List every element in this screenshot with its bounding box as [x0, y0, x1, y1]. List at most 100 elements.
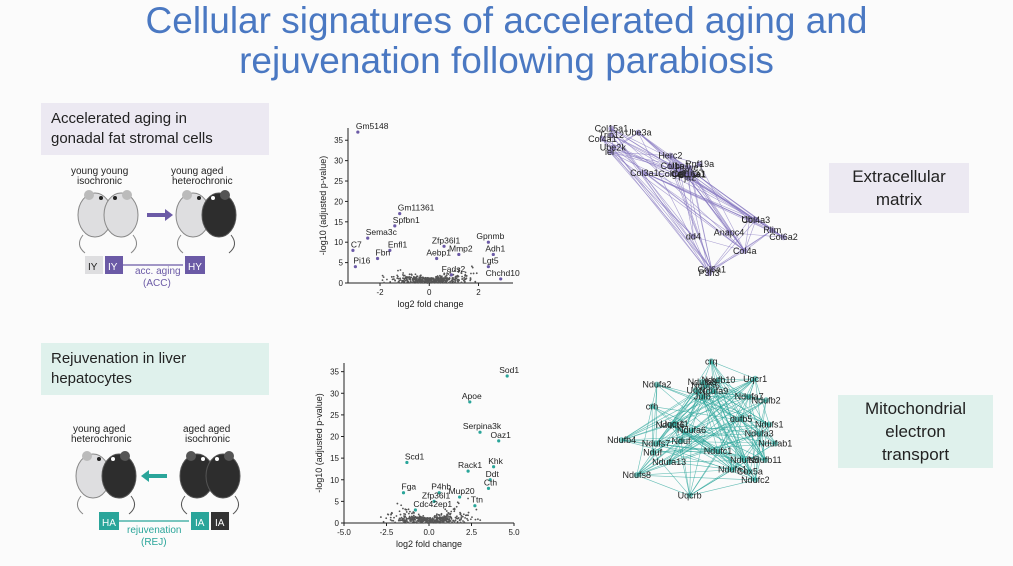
- network-edge: [651, 406, 770, 425]
- gene-label: Mmp2: [449, 243, 473, 253]
- network-node: [714, 448, 721, 455]
- network-edge: [748, 396, 776, 444]
- gene-point: [443, 272, 446, 275]
- gene-point: [451, 521, 454, 524]
- gene-point: [437, 279, 440, 282]
- gene-label: Ttn: [471, 495, 484, 505]
- gene-point: [462, 279, 465, 282]
- network-node: [706, 270, 713, 277]
- gene-label: Sod1: [499, 365, 519, 375]
- network-edge: [655, 400, 767, 444]
- network-edge: [668, 378, 756, 463]
- network-node: [708, 358, 715, 365]
- gene-point: [441, 279, 444, 282]
- network-node: [696, 161, 703, 168]
- gene-point: [419, 281, 422, 284]
- gene-point: [401, 277, 404, 280]
- gene-point: [454, 281, 457, 284]
- network-node: [715, 376, 722, 383]
- y-tick-label: 25: [330, 411, 339, 420]
- gene-point: [394, 521, 397, 524]
- gene-point: [435, 514, 438, 517]
- highlighted-gene-point: [366, 236, 370, 240]
- gene-point: [402, 521, 405, 524]
- gene-point: [416, 279, 419, 282]
- network-node: [746, 468, 753, 475]
- y-axis-label: -log10 (adjusted p-value): [318, 156, 328, 256]
- gene-point: [435, 521, 437, 524]
- gene-point: [444, 277, 447, 279]
- gene-point: [404, 519, 407, 522]
- acc-flow-label-2: (ACC): [143, 278, 171, 289]
- gene-point: [396, 274, 399, 277]
- highlighted-gene-point: [375, 256, 380, 261]
- network-edge: [655, 384, 658, 444]
- highlighted-gene-point: [486, 486, 491, 491]
- x-tick-label: -2.5: [380, 528, 394, 537]
- gene-point: [405, 275, 408, 278]
- x-tick-label: 2: [476, 288, 481, 297]
- network-node-label: Anapc4: [714, 228, 745, 238]
- rej-flow-label-1: rejuvenation: [127, 525, 181, 536]
- network-edge: [638, 132, 710, 274]
- network-node-label: Col4a3: [742, 215, 771, 225]
- gene-point: [417, 513, 420, 516]
- aged-isochronic-mice-icon: [179, 451, 241, 515]
- gene-label: Adh1: [485, 243, 505, 253]
- gene-point: [431, 519, 434, 522]
- gene-point: [461, 278, 463, 280]
- gene-point: [456, 278, 459, 281]
- network-node-label: Ndufb6: [656, 420, 685, 430]
- gene-point: [414, 278, 417, 280]
- gene-point: [440, 275, 443, 278]
- y-tick-label: 20: [334, 197, 343, 206]
- gene-point: [424, 280, 427, 283]
- gene-point: [439, 280, 442, 282]
- gene-label: Cdc42ep1: [413, 499, 452, 509]
- label-line3: transport: [881, 445, 950, 464]
- ia-tag-1: IA: [195, 518, 205, 529]
- extracellular-matrix-label: Extracellular matrix: [829, 163, 969, 213]
- network-node: [607, 149, 614, 156]
- gene-point: [421, 521, 423, 524]
- network-edge: [652, 452, 690, 496]
- network-node: [738, 415, 745, 422]
- iy-tag-1: IY: [88, 262, 98, 273]
- gene-label: Ddt: [486, 469, 500, 479]
- heading-line2: gonadal fat stromal cells: [51, 130, 213, 147]
- gene-point: [408, 278, 411, 281]
- gene-point: [419, 278, 421, 281]
- network-node-label: Ndufb2: [752, 395, 781, 405]
- gene-point: [405, 277, 408, 280]
- network-node: [769, 227, 776, 234]
- gene-label: Gpnmb: [476, 231, 504, 241]
- network-node-label: Ube: [741, 215, 758, 225]
- gene-point: [433, 516, 436, 519]
- network-node-label: Uba1: [668, 161, 690, 171]
- network-node-label: Col16a1: [672, 169, 706, 179]
- network-edge: [611, 128, 710, 274]
- gene-point: [434, 280, 437, 282]
- highlighted-gene-point: [499, 277, 503, 281]
- y-tick-label: 15: [334, 218, 343, 227]
- gene-point: [446, 279, 449, 282]
- gene-point: [445, 510, 448, 512]
- highlighted-gene-point: [486, 240, 490, 244]
- network-node-label: Rlim: [763, 225, 781, 235]
- network-edge: [612, 147, 712, 270]
- highlighted-gene-point: [449, 273, 454, 277]
- network-edge: [711, 250, 745, 270]
- gene-point: [458, 519, 461, 522]
- network-node-label: Cox5a: [737, 467, 763, 477]
- network-node: [766, 421, 773, 428]
- x-tick-label: -5.0: [337, 528, 351, 537]
- network-edge: [602, 138, 675, 175]
- gene-point: [452, 277, 455, 279]
- gene-point: [440, 517, 443, 519]
- gene-point: [431, 278, 434, 280]
- network-edge: [611, 128, 745, 252]
- gene-point: [407, 512, 410, 515]
- gene-point: [396, 502, 399, 505]
- network-edge: [644, 172, 784, 238]
- highlighted-gene-point: [492, 465, 496, 469]
